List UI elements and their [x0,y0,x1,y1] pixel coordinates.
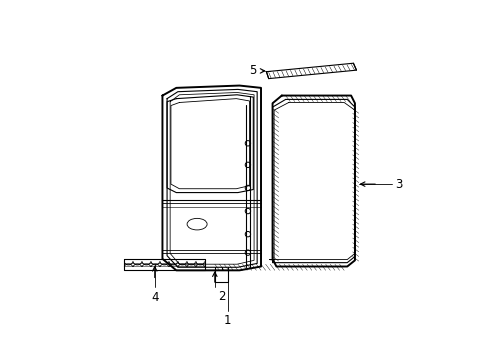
Text: 3: 3 [394,177,402,190]
Text: 2: 2 [218,289,225,303]
Text: 4: 4 [151,291,158,304]
Text: 1: 1 [224,314,231,327]
Text: 5: 5 [248,64,256,77]
